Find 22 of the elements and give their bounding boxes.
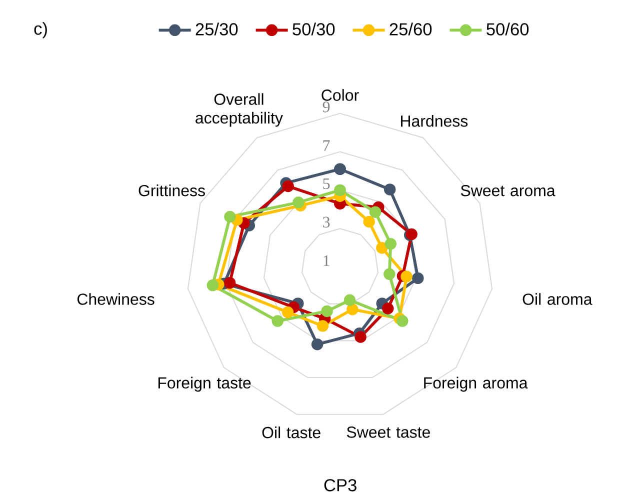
legend-label: 50/60 [486,22,529,36]
spoke-label: Sweet taste [346,426,430,438]
spoke-label: Oil taste [262,426,320,438]
spoke-label: Color [322,89,359,101]
spoke-label: Sweet aroma [460,184,556,196]
y-tick-label: 5 [323,178,330,190]
spoke-label: Chewiness [77,293,154,305]
legend-label: 25/60 [390,22,432,36]
legend-label: 25/30 [196,22,238,36]
spoke-label: Oil aroma [522,293,592,305]
text: CP3 [324,479,356,492]
text: c) [34,22,47,38]
legend-label: 50/30 [292,22,335,36]
y-tick-label: 3 [323,216,330,228]
spoke-label: Foreign taste [158,376,251,392]
spoke-label: Grittiness [138,184,205,196]
y-tick-label: 9 [322,102,330,112]
y-tick-label: 7 [323,140,330,151]
spoke-label: Hardness [401,115,468,127]
y-tick-label: 1 [324,255,330,266]
spoke-label: Overall acceptability [196,93,283,127]
spoke-label: Foreign aroma [424,376,528,392]
